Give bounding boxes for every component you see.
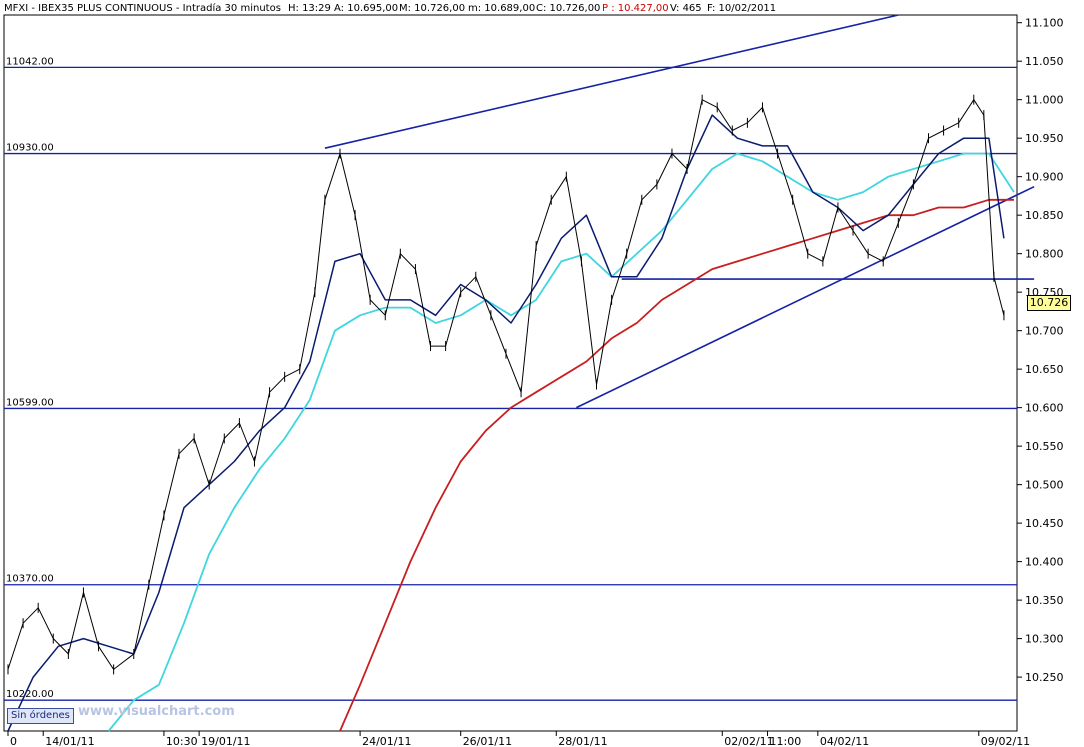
- x-axis-ticks: 0 14/01/11 10:30 19/01/11 24/01/11 26/01/11 28…: [7, 731, 1030, 747]
- series-lines: [7, 94, 1015, 732]
- x-tick-label: 04/02/11: [820, 735, 869, 747]
- header-high: H: 13:29: [288, 3, 331, 14]
- x-tick-label: 11:00: [770, 735, 802, 747]
- level-label: 10599.00: [6, 397, 54, 408]
- level-label: 10930.00: [6, 143, 54, 154]
- x-tick-label: 09/02/11: [981, 735, 1030, 747]
- y-tick-label: 10.900: [1025, 171, 1064, 184]
- header-f: F: 10/02/2011: [707, 3, 776, 14]
- plot-frame: [3, 14, 1018, 732]
- header-m: M: 10.726,00: [399, 3, 465, 14]
- price-line: [7, 99, 1005, 670]
- support-resistance-levels: 11042.00 10930.00 10599.00 10370.00 10220.00: [4, 56, 1017, 701]
- y-tick-label: 10.850: [1025, 209, 1064, 222]
- level-label: 10370.00: [6, 574, 54, 585]
- y-tick-label: 10.650: [1025, 363, 1064, 376]
- y-tick-label: 10.450: [1025, 517, 1064, 530]
- x-tick-label: 10:30: [166, 735, 198, 747]
- x-tick-label: 28/01/11: [558, 735, 607, 747]
- level-label: 11042.00: [6, 56, 54, 67]
- y-tick-label: 10.250: [1025, 671, 1064, 684]
- x-tick-label: 02/02/11: [724, 735, 773, 747]
- x-tick-label: 24/01/11: [362, 735, 411, 747]
- trend-line: [576, 185, 1035, 409]
- header-prefix: MFXI - IBEX35 PLUS CONTINUOUS - Intradía…: [4, 2, 281, 14]
- y-tick-label: 10.600: [1025, 402, 1064, 415]
- y-tick-label: 11.100: [1025, 17, 1064, 30]
- y-tick-label: 10.400: [1025, 556, 1064, 569]
- x-tick-label: 19/01/11: [201, 735, 250, 747]
- level-label: 10220.00: [6, 689, 54, 700]
- header-c: C: 10.726,00: [536, 3, 600, 14]
- y-tick-label: 10.350: [1025, 594, 1064, 607]
- y-tick-label: 11.050: [1025, 55, 1064, 68]
- y-tick-label: 10.550: [1025, 440, 1064, 453]
- y-tick-label: 10.300: [1025, 633, 1064, 646]
- last-price-label: 10.726: [1027, 295, 1071, 311]
- y-tick-label: 10.700: [1025, 325, 1064, 338]
- x-tick-label: 26/01/11: [463, 735, 512, 747]
- ma-short-line: [7, 114, 1005, 732]
- x-tick-label: 0: [10, 735, 17, 747]
- y-tick-label: 11.000: [1025, 94, 1064, 107]
- header-v: V: 465: [670, 3, 702, 14]
- trend-line: [324, 14, 899, 149]
- trend-lines: [324, 14, 1035, 409]
- y-tick-label: 10.500: [1025, 479, 1064, 492]
- x-tick-label: 14/01/11: [45, 735, 94, 747]
- header-p: P : 10.427,00: [602, 3, 669, 14]
- y-tick-label: 10.800: [1025, 248, 1064, 261]
- header-lo: m: 10.689,00: [468, 3, 535, 14]
- ma-medium-line: [107, 152, 1015, 732]
- header-a: A: 10.695,00: [334, 3, 398, 14]
- sin-ordenes-button[interactable]: Sin órdenes: [7, 708, 74, 724]
- y-tick-label: 10.950: [1025, 132, 1064, 145]
- watermark-text: www.visualchart.com: [78, 704, 235, 719]
- y-axis-ticks: 11.100 11.050 11.000 10.950 10.900 10.850 10.8…: [1017, 17, 1064, 684]
